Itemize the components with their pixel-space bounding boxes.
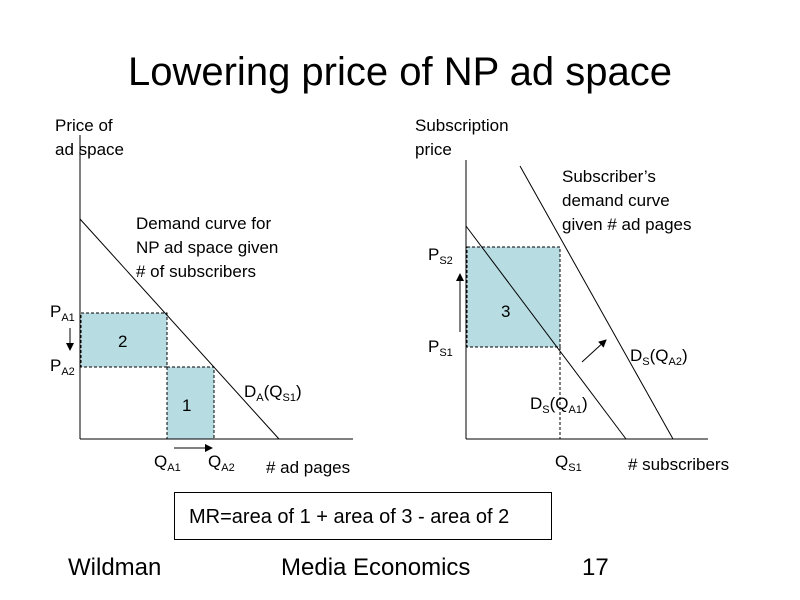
slide-title: Lowering price of NP ad space [127, 50, 673, 94]
footer-page-number: 17 [582, 554, 609, 581]
demand-curve-ds-qa1 [465, 225, 627, 440]
left-xlabel: # ad pages [266, 458, 350, 477]
left-demand-label-1: Demand curve for [136, 214, 271, 233]
demand-curve-ds-qa2 [519, 165, 674, 440]
curve-label-ds-qa1: DS(QA1) [530, 394, 588, 416]
demand-shift-arrow [581, 339, 607, 363]
qty-tick-qa1: QA1 [154, 452, 181, 474]
left-demand-label-3: # of subscribers [136, 262, 256, 281]
right-demand-label-1: Subscriber’s [562, 167, 656, 186]
price-tick-ps2: PS2 [428, 245, 453, 267]
area-3-label: 3 [501, 302, 510, 321]
curve-label-ds-qa2: DS(QA2) [630, 346, 688, 368]
left-demand-label-2: NP ad space given [136, 238, 278, 257]
right-demand-label-3: given # ad pages [562, 215, 692, 234]
area-2-label: 2 [118, 332, 127, 351]
right-ylabel-line1: Subscription [415, 116, 509, 135]
qty-tick-qa2: QA2 [208, 452, 235, 474]
right-ylabel-line2: price [415, 140, 452, 159]
footer-author: Wildman [68, 554, 162, 581]
right-demand-label-2: demand curve [562, 191, 670, 210]
area-2-rect [80, 312, 168, 368]
area-1-label: 1 [182, 396, 191, 415]
right-chart: Subscription price 3 Subscriber’s demand… [415, 116, 729, 474]
area-1-rect [166, 366, 215, 440]
footer-course: Media Economics [281, 554, 471, 581]
price-tick-ps1: PS1 [428, 337, 453, 359]
left-curve-label: DA(QS1) [244, 382, 302, 404]
left-ylabel-line2: ad space [55, 140, 124, 159]
left-chart: Price of ad space 2 1 Demand curve for N… [50, 116, 353, 477]
left-ylabel-line1: Price of [55, 116, 113, 135]
qty-tick-qs1: QS1 [555, 452, 582, 474]
right-xlabel: # subscribers [628, 455, 729, 474]
price-tick-pa2: PA2 [50, 356, 75, 378]
left-demand-curve [79, 218, 280, 440]
price-tick-pa1: PA1 [50, 302, 75, 324]
mr-formula-box: MR=area of 1 + area of 3 - area of 2 [174, 492, 552, 540]
